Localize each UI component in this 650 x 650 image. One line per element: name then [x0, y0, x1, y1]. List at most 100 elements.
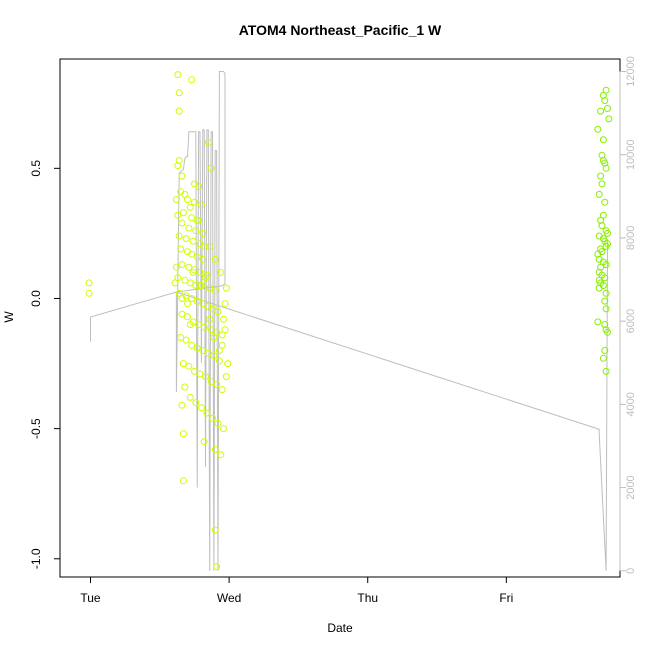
data-point	[602, 164, 610, 172]
data-point	[597, 107, 605, 115]
plot-frame	[59, 58, 621, 578]
data-point	[598, 151, 606, 159]
data-point	[179, 360, 187, 368]
data-point	[599, 354, 607, 362]
data-point	[599, 211, 607, 219]
data-point	[186, 203, 194, 211]
data-point	[175, 289, 183, 297]
data-point	[211, 526, 219, 534]
data-point	[192, 399, 200, 407]
data-point	[224, 360, 232, 368]
right-tick-label: 8000	[625, 226, 637, 250]
data-point	[181, 383, 189, 391]
data-point	[602, 305, 610, 313]
data-point	[213, 380, 221, 388]
data-point	[601, 97, 609, 105]
data-point	[189, 268, 197, 276]
data-point	[184, 313, 191, 321]
data-point	[174, 274, 182, 282]
depth-line-layer	[90, 71, 608, 571]
data-point	[171, 279, 179, 287]
y-tick-label: 0.0	[29, 290, 43, 307]
data-point	[181, 276, 189, 284]
data-point	[184, 300, 191, 308]
data-point	[175, 232, 183, 240]
data-point	[185, 263, 193, 271]
data-point	[595, 190, 603, 198]
chart-title: ATOM4 Northeast_Pacific_1 W	[239, 22, 442, 38]
data-point	[220, 315, 228, 323]
data-point	[215, 357, 223, 365]
right-tick-label: 6000	[625, 309, 637, 333]
data-point	[179, 209, 187, 217]
data-point	[193, 297, 201, 305]
data-point	[189, 237, 197, 245]
data-point	[602, 86, 610, 94]
data-point	[174, 71, 182, 79]
data-point	[195, 183, 203, 190]
data-point	[181, 190, 189, 198]
data-point	[598, 180, 606, 188]
data-point	[178, 310, 186, 318]
data-point	[185, 224, 193, 232]
data-point	[598, 222, 606, 230]
data-point	[601, 297, 609, 305]
data-point	[604, 105, 611, 112]
data-point	[179, 477, 187, 485]
data-point	[217, 268, 225, 276]
data-point	[214, 419, 222, 427]
x-tick-label: Tue	[80, 591, 101, 605]
right-tick-label: 4000	[625, 392, 637, 416]
data-point	[197, 404, 205, 412]
data-point	[211, 255, 219, 263]
data-point	[172, 263, 180, 271]
data-point	[207, 164, 215, 172]
data-point	[202, 373, 209, 381]
data-point	[186, 321, 194, 328]
data-point	[601, 159, 609, 167]
data-point	[602, 367, 610, 375]
data-point	[196, 268, 204, 276]
data-point	[218, 386, 226, 394]
data-point	[220, 425, 228, 433]
data-point	[182, 235, 190, 243]
data-point	[199, 229, 207, 237]
data-point	[218, 331, 226, 339]
data-point	[601, 274, 609, 282]
data-point	[594, 250, 602, 258]
data-point	[601, 321, 609, 328]
data-point	[222, 284, 230, 292]
data-point	[213, 563, 221, 571]
data-point	[188, 250, 196, 258]
x-tick-label: Wed	[217, 591, 241, 605]
data-point	[602, 261, 610, 269]
data-point	[186, 393, 194, 401]
data-point	[604, 229, 611, 237]
x-tick-label: Thu	[357, 591, 378, 605]
right-tick-label: 2000	[625, 475, 637, 499]
data-point	[597, 263, 605, 271]
data-point	[204, 138, 212, 146]
data-point	[604, 328, 611, 336]
data-point	[188, 214, 196, 222]
data-point	[200, 323, 208, 331]
data-point	[215, 347, 223, 354]
data-point	[178, 261, 186, 269]
data-point	[193, 344, 201, 352]
y-tick-label: -1.0	[29, 548, 43, 569]
points-layer	[85, 71, 613, 571]
y-axis: -1.0 -0.5 0.0 0.5	[29, 160, 61, 569]
data-point	[175, 157, 183, 164]
data-point	[85, 279, 93, 287]
data-point	[594, 125, 602, 133]
data-point	[207, 378, 215, 386]
data-point	[185, 362, 193, 370]
data-point	[206, 242, 214, 250]
data-point	[203, 409, 211, 417]
data-point	[207, 326, 215, 334]
right-tick-label: 12000	[625, 56, 637, 87]
data-point	[177, 245, 185, 253]
data-point	[602, 242, 610, 250]
x-tick-label: Fri	[499, 591, 513, 605]
